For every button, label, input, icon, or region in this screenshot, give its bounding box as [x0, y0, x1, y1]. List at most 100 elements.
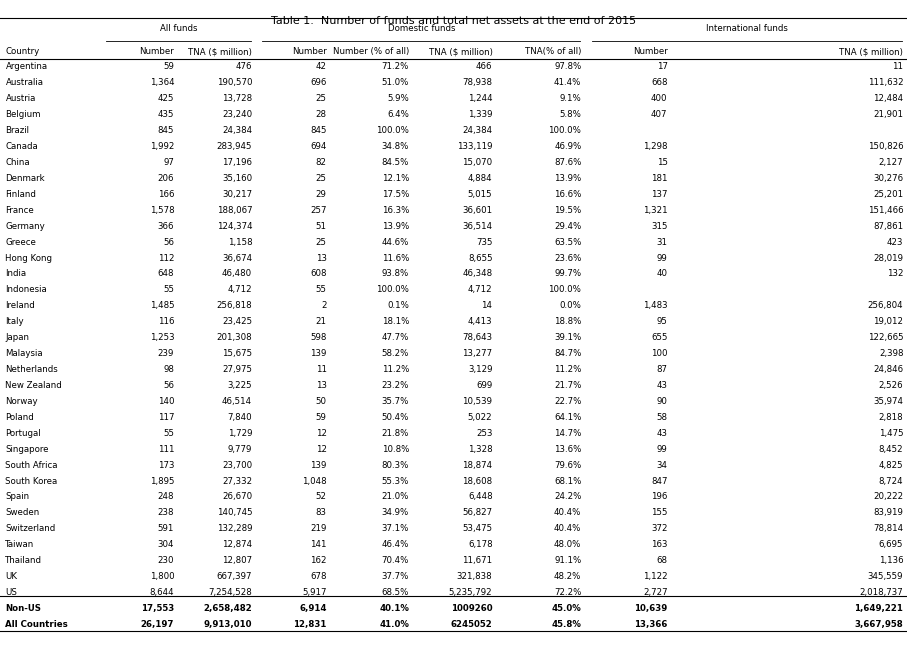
Text: 122,665: 122,665	[868, 333, 903, 342]
Text: Hong Kong: Hong Kong	[5, 254, 53, 263]
Text: 46.4%: 46.4%	[382, 540, 409, 549]
Text: 8,452: 8,452	[879, 445, 903, 454]
Text: 3,225: 3,225	[228, 381, 252, 390]
Text: 23,700: 23,700	[222, 461, 252, 470]
Text: 71.2%: 71.2%	[382, 62, 409, 72]
Text: 98: 98	[163, 365, 174, 374]
Text: Denmark: Denmark	[5, 174, 45, 183]
Text: 28: 28	[316, 110, 327, 119]
Text: 6,914: 6,914	[299, 604, 327, 613]
Text: 598: 598	[310, 333, 327, 342]
Text: Finland: Finland	[5, 190, 36, 199]
Text: 79.6%: 79.6%	[554, 461, 581, 470]
Text: 111: 111	[158, 445, 174, 454]
Text: 435: 435	[158, 110, 174, 119]
Text: India: India	[5, 269, 26, 279]
Text: 27,332: 27,332	[222, 476, 252, 486]
Text: 90: 90	[657, 397, 668, 406]
Text: 476: 476	[236, 62, 252, 72]
Text: 87.6%: 87.6%	[554, 158, 581, 167]
Text: 97.8%: 97.8%	[554, 62, 581, 72]
Text: 12,484: 12,484	[873, 94, 903, 103]
Text: 132: 132	[887, 269, 903, 279]
Text: Indonesia: Indonesia	[5, 285, 47, 294]
Text: 1,475: 1,475	[879, 429, 903, 438]
Text: Domestic funds: Domestic funds	[387, 24, 455, 33]
Text: 112: 112	[158, 254, 174, 263]
Text: 15: 15	[657, 158, 668, 167]
Text: 11.6%: 11.6%	[382, 254, 409, 263]
Text: 1,244: 1,244	[468, 94, 493, 103]
Text: 6,448: 6,448	[468, 493, 493, 501]
Text: Netherlands: Netherlands	[5, 365, 58, 374]
Text: 12: 12	[316, 445, 327, 454]
Text: 39.1%: 39.1%	[554, 333, 581, 342]
Text: China: China	[5, 158, 30, 167]
Text: 50: 50	[316, 397, 327, 406]
Text: 14.7%: 14.7%	[554, 429, 581, 438]
Text: 31: 31	[657, 238, 668, 246]
Text: 59: 59	[316, 413, 327, 422]
Text: Country: Country	[5, 47, 40, 57]
Text: 12.1%: 12.1%	[382, 174, 409, 183]
Text: 6.4%: 6.4%	[387, 110, 409, 119]
Text: 2,526: 2,526	[879, 381, 903, 390]
Text: 1,122: 1,122	[643, 572, 668, 581]
Text: 30,276: 30,276	[873, 174, 903, 183]
Text: 100: 100	[651, 349, 668, 358]
Text: 196: 196	[651, 493, 668, 501]
Text: 11.2%: 11.2%	[382, 365, 409, 374]
Text: 99: 99	[657, 254, 668, 263]
Text: Sweden: Sweden	[5, 509, 40, 518]
Text: 23.6%: 23.6%	[554, 254, 581, 263]
Text: 12: 12	[316, 429, 327, 438]
Text: 400: 400	[651, 94, 668, 103]
Text: 21: 21	[316, 317, 327, 327]
Text: 253: 253	[476, 429, 493, 438]
Text: 6,695: 6,695	[879, 540, 903, 549]
Text: Number: Number	[140, 47, 174, 57]
Text: 257: 257	[310, 206, 327, 215]
Text: Spain: Spain	[5, 493, 30, 501]
Text: 59: 59	[163, 62, 174, 72]
Text: 20,222: 20,222	[873, 493, 903, 501]
Text: 190,570: 190,570	[217, 78, 252, 87]
Text: 56,827: 56,827	[463, 509, 493, 518]
Text: 58: 58	[657, 413, 668, 422]
Text: 24,384: 24,384	[463, 126, 493, 135]
Text: 17.5%: 17.5%	[382, 190, 409, 199]
Text: 41.0%: 41.0%	[379, 620, 409, 629]
Text: 40.1%: 40.1%	[379, 604, 409, 613]
Text: 21,901: 21,901	[873, 110, 903, 119]
Text: 4,712: 4,712	[468, 285, 493, 294]
Text: 10,639: 10,639	[634, 604, 668, 613]
Text: 82: 82	[316, 158, 327, 167]
Text: 23.2%: 23.2%	[382, 381, 409, 390]
Text: 655: 655	[651, 333, 668, 342]
Text: 16.6%: 16.6%	[554, 190, 581, 199]
Text: 13: 13	[316, 381, 327, 390]
Text: 668: 668	[651, 78, 668, 87]
Text: Austria: Austria	[5, 94, 35, 103]
Text: Belgium: Belgium	[5, 110, 41, 119]
Text: 36,674: 36,674	[222, 254, 252, 263]
Text: 53,475: 53,475	[463, 524, 493, 533]
Text: 111,632: 111,632	[868, 78, 903, 87]
Text: 6245052: 6245052	[451, 620, 493, 629]
Text: 21.8%: 21.8%	[382, 429, 409, 438]
Text: 304: 304	[158, 540, 174, 549]
Text: South Africa: South Africa	[5, 461, 58, 470]
Text: 17: 17	[657, 62, 668, 72]
Text: 78,643: 78,643	[463, 333, 493, 342]
Text: 116: 116	[158, 317, 174, 327]
Text: 36,514: 36,514	[463, 221, 493, 231]
Text: 13.9%: 13.9%	[382, 221, 409, 231]
Text: 7,840: 7,840	[228, 413, 252, 422]
Text: International funds: International funds	[707, 24, 788, 33]
Text: All Countries: All Countries	[5, 620, 68, 629]
Text: 2,018,737: 2,018,737	[860, 588, 903, 597]
Text: 87: 87	[657, 365, 668, 374]
Text: South Korea: South Korea	[5, 476, 58, 486]
Text: 4,712: 4,712	[228, 285, 252, 294]
Text: 2,658,482: 2,658,482	[203, 604, 252, 613]
